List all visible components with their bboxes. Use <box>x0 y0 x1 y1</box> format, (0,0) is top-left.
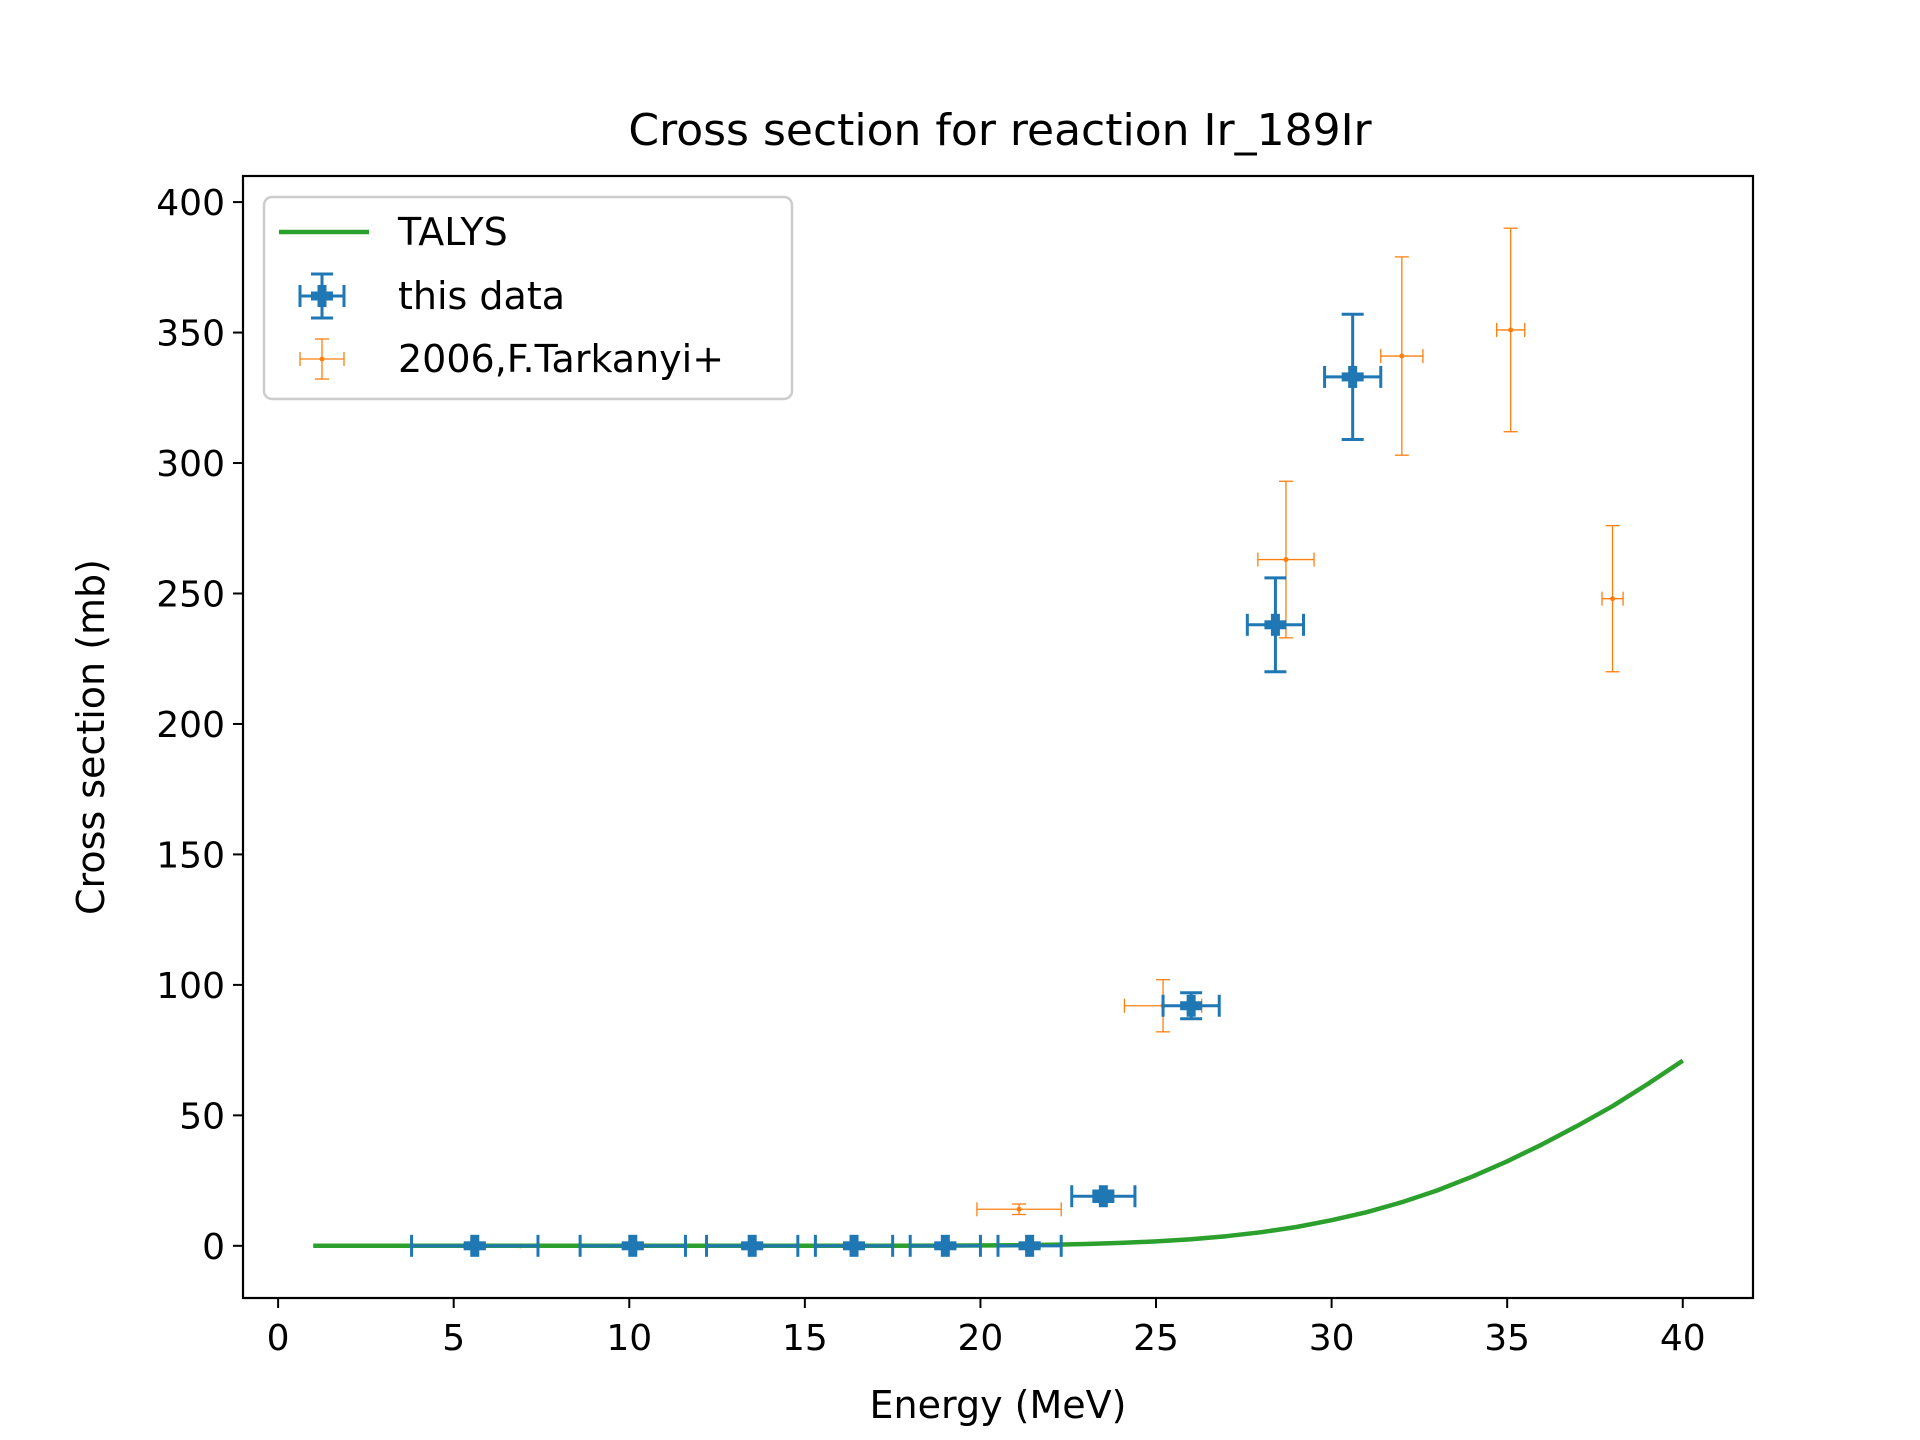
this-data-point <box>1245 576 1306 674</box>
legend-swatch-marker <box>319 356 325 362</box>
x-tick-label: 0 <box>267 1318 290 1359</box>
y-axis-label: Cross section (mb) <box>69 559 113 915</box>
this-data-marker <box>1025 1234 1035 1257</box>
y-tick-label: 200 <box>156 705 225 746</box>
tarkanyi-marker <box>1508 327 1514 333</box>
this-data-point <box>1323 312 1383 442</box>
this-data-point <box>578 1234 687 1257</box>
this-data-marker <box>628 1234 638 1257</box>
x-tick-label: 15 <box>782 1318 828 1359</box>
tarkanyi-point <box>1257 480 1315 639</box>
tarkanyi-marker <box>1283 557 1289 563</box>
y-tick-label: 350 <box>156 314 225 355</box>
plot-area <box>313 227 1685 1257</box>
this-data-point <box>908 1234 982 1257</box>
this-data-point <box>410 1234 540 1257</box>
x-tick-label: 35 <box>1484 1318 1530 1359</box>
legend-entries: TALYS this data 2006,F.Tarkanyi+ <box>279 210 724 381</box>
x-tick-label: 30 <box>1309 1318 1355 1359</box>
this-data-marker <box>849 1234 859 1257</box>
x-tick-label: 25 <box>1133 1318 1179 1359</box>
this-data-marker <box>1098 1185 1108 1208</box>
this-data-point <box>813 1234 895 1257</box>
tarkanyi-point <box>1496 227 1526 433</box>
tarkanyi-point <box>1601 524 1624 673</box>
this-data-marker <box>1270 613 1280 636</box>
tarkanyi-point <box>1380 256 1424 456</box>
y-tick-label: 300 <box>156 444 225 485</box>
y-tick-label: 100 <box>156 966 225 1007</box>
legend-label: 2006,F.Tarkanyi+ <box>398 337 724 381</box>
this-data-marker <box>1186 994 1196 1017</box>
this-data-point <box>1070 1185 1137 1208</box>
y-tick-label: 400 <box>156 183 225 224</box>
tarkanyi-point <box>976 1202 1062 1217</box>
x-axis-ticks: 0 5 10 15 20 25 30 35 40 <box>267 1298 1706 1359</box>
y-tick-label: 150 <box>156 835 225 876</box>
this-data-marker <box>940 1234 950 1257</box>
legend-entry: 2006,F.Tarkanyi+ <box>299 337 724 381</box>
legend-label: this data <box>398 274 565 318</box>
legend-box <box>262 195 794 401</box>
chart-title: Cross section for reaction Ir_189Ir <box>628 105 1372 156</box>
tarkanyi-marker <box>1016 1206 1022 1212</box>
x-tick-label: 40 <box>1660 1318 1706 1359</box>
x-axis-label: Energy (MeV) <box>870 1383 1127 1427</box>
legend-entry: this data <box>298 272 565 320</box>
legend: TALYS this data 2006,F.Tarkanyi+ <box>262 195 794 401</box>
this-data-marker <box>470 1234 480 1257</box>
y-tick-label: 50 <box>179 1096 225 1137</box>
x-tick-label: 5 <box>442 1318 465 1359</box>
y-tick-label: 250 <box>156 574 225 615</box>
x-tick-label: 20 <box>958 1318 1004 1359</box>
axes-frame <box>241 174 1755 1300</box>
tarkanyi-marker <box>1610 596 1616 602</box>
series-this-data <box>410 312 1383 1257</box>
x-tick-label: 10 <box>606 1318 652 1359</box>
this-data-marker <box>747 1234 757 1257</box>
legend-swatch-marker <box>317 285 327 307</box>
this-data-point <box>996 1234 1063 1257</box>
this-data-point <box>1161 991 1221 1021</box>
legend-entry: TALYS <box>279 210 508 254</box>
legend-label: TALYS <box>397 210 508 254</box>
y-tick-label: 0 <box>202 1227 225 1268</box>
y-axis-ticks: 0 50 100 150 200 250 300 350 400 <box>156 183 243 1268</box>
series-tarkanyi <box>517 227 1624 1249</box>
this-data-marker <box>1348 365 1358 388</box>
this-data-point <box>705 1234 800 1257</box>
tarkanyi-marker <box>1399 353 1405 359</box>
